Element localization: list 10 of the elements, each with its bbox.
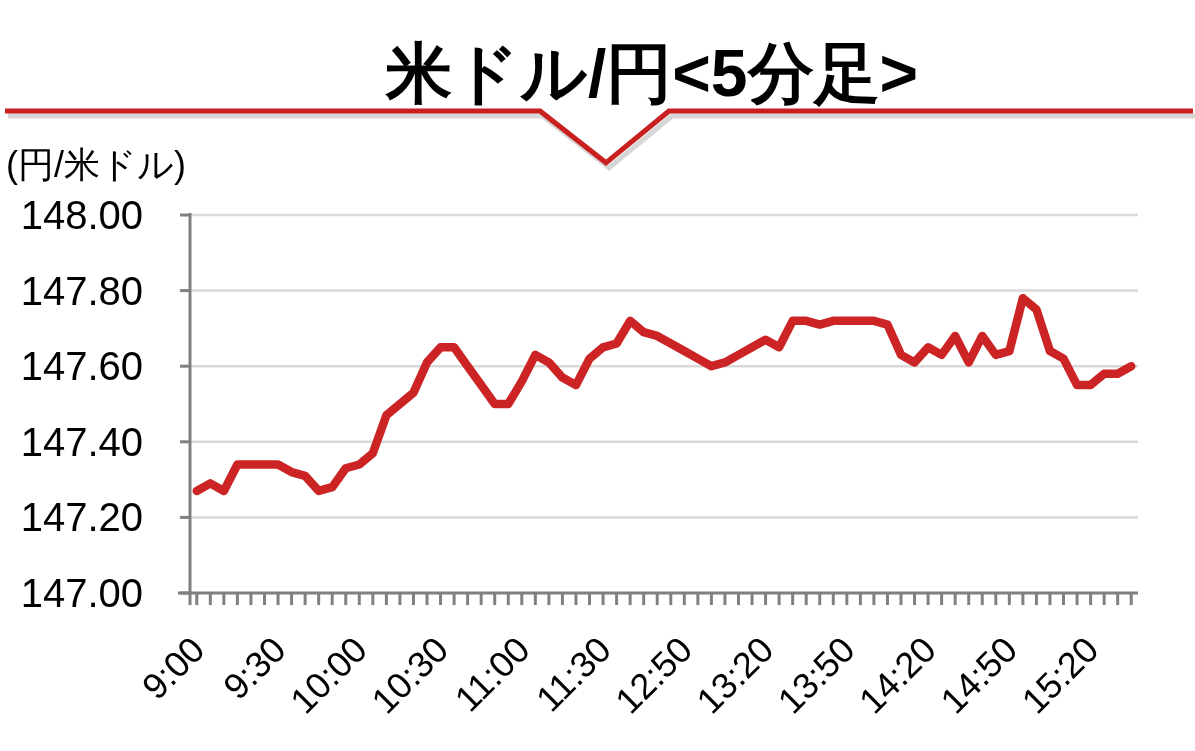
xtick-label: 9:30 — [215, 628, 294, 708]
ytick-label: 147.40 — [20, 419, 143, 464]
ytick-label: 147.20 — [20, 495, 143, 540]
ytick-label: 148.00 — [20, 193, 143, 237]
ytick-label: 147.00 — [20, 571, 143, 615]
ytick-label: 147.60 — [20, 344, 143, 389]
ylabel: (円/米ドル) — [6, 144, 186, 185]
xtick-label: 9:00 — [133, 628, 213, 708]
ytick-label: 147.80 — [20, 268, 143, 313]
title: 米ドル/円<5分足> — [385, 36, 919, 110]
